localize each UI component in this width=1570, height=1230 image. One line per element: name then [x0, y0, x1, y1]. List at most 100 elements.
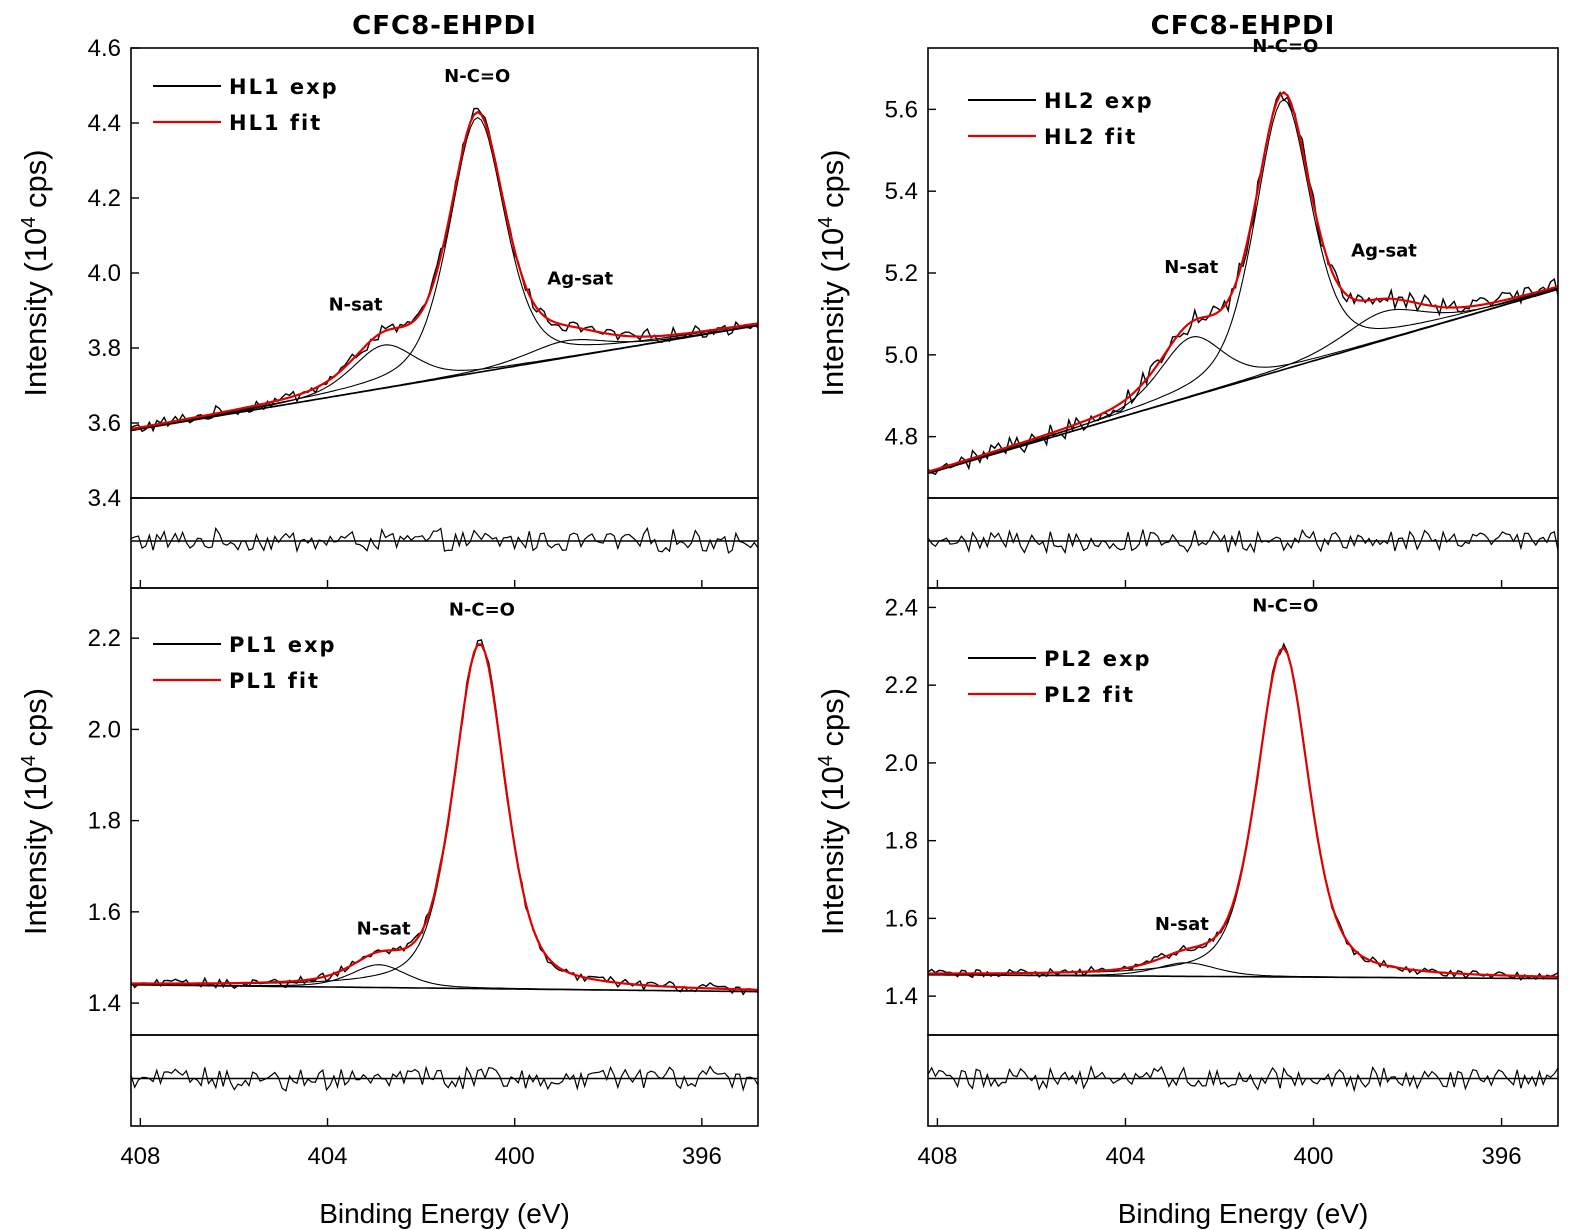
legend-label-exp: HL1 exp: [229, 75, 339, 99]
legend-label-fit: HL1 fit: [229, 111, 322, 135]
y-tick-label: 1.6: [88, 899, 121, 926]
y-tick-label: 1.6: [885, 905, 918, 932]
y-axis-label-main: Intensity (10: [18, 228, 53, 397]
y-tick-label: 2.0: [88, 716, 121, 743]
y-tick-label: 3.6: [88, 410, 121, 437]
residual-frame: [927, 497, 1559, 589]
plot-area: [928, 91, 1558, 476]
x-axis-label: Binding Energy (eV): [319, 1198, 570, 1229]
component-n-c-o: [131, 644, 758, 991]
y-tick-label: 2.2: [885, 672, 918, 699]
x-tick-label: 404: [307, 1143, 347, 1170]
component-n-sat: [131, 324, 758, 431]
residual-frame: [130, 1034, 759, 1127]
annotation-ag-sat: Ag-sat: [1351, 241, 1417, 262]
y-axis-label: Intensity (104 cps): [18, 149, 53, 396]
residual-area: [131, 1065, 758, 1092]
x-tick-label: 396: [1482, 1143, 1522, 1170]
legend-label-fit: HL2 fit: [1044, 125, 1137, 149]
y-tick-label: 4.4: [88, 110, 121, 137]
panel-title: CFC8-EHPDI: [1151, 11, 1336, 41]
y-tick-label: 2.4: [885, 594, 918, 621]
legend-label-exp: PL2 exp: [1044, 647, 1152, 671]
plot-area: [928, 642, 1558, 982]
residual-series: [928, 528, 1558, 555]
residual-area: [131, 526, 758, 554]
annotation-n-sat: N-sat: [357, 919, 411, 940]
x-tick-label: 408: [120, 1143, 160, 1170]
component-ag-sat: [928, 287, 1558, 474]
residual-frame: [927, 1034, 1559, 1127]
residual-series: [928, 1064, 1558, 1093]
y-tick-label: 1.8: [88, 808, 121, 835]
annotation-n-c-o: N-C=O: [449, 599, 515, 620]
series-fit: [131, 643, 758, 991]
y-axis-label-tail: cps): [18, 688, 53, 755]
x-tick-label: 408: [917, 1143, 957, 1170]
plot-frame: [130, 47, 759, 499]
y-axis-label-main: Intensity (10: [18, 766, 53, 935]
legend-label-fit: PL2 fit: [1044, 683, 1135, 707]
plot-area: [131, 107, 758, 433]
y-tick-label: 2.2: [88, 625, 121, 652]
annotation-n-sat: N-sat: [1155, 914, 1209, 935]
x-tick-label: 400: [1293, 1143, 1333, 1170]
plot-area: [131, 639, 758, 996]
y-tick-label: 1.4: [885, 983, 918, 1010]
annotation-ag-sat: Ag-sat: [547, 268, 613, 289]
y-tick-label: 4.0: [88, 260, 121, 287]
y-axis-label-sup: 4: [18, 217, 40, 228]
series-fit: [928, 91, 1558, 473]
y-axis-label: Intensity (104 cps): [815, 149, 850, 396]
panel-hl2: CFC8-EHPDI 4.8 5.0 5.2 5.4 5.6 Intensity (104 …: [815, 11, 1559, 589]
annotation-n-c-o: N-C=O: [1252, 36, 1318, 57]
y-tick-label: 4.2: [88, 185, 121, 212]
y-tick-label: 3.8: [88, 335, 121, 362]
annotation-n-c-o: N-C=O: [1252, 595, 1318, 616]
component-n-sat: [928, 288, 1558, 474]
legend-label-fit: PL1 fit: [229, 669, 320, 693]
residual-area: [928, 1064, 1558, 1093]
residual-area: [928, 528, 1558, 555]
series-fit: [131, 110, 758, 431]
plot-frame: [130, 587, 759, 1036]
series-fit: [928, 646, 1558, 978]
panel-title: CFC8-EHPDI: [352, 11, 537, 41]
residual-series: [131, 526, 758, 554]
y-tick-label: 1.4: [88, 990, 121, 1017]
y-axis-label-main: Intensity (10: [815, 228, 850, 397]
annotation-n-sat: N-sat: [1164, 257, 1218, 278]
component-n-sat: [131, 964, 758, 993]
panel-pl2: 1.4 1.6 1.8 2.0 2.2 2.4 408 404 400 396 Intensity …: [815, 587, 1559, 1229]
component-n-c-o: [928, 647, 1558, 978]
y-axis-label: Intensity (104 cps): [815, 688, 850, 935]
legend-label-exp: PL1 exp: [229, 633, 337, 657]
annotation-n-c-o: N-C=O: [444, 66, 510, 87]
panel-pl1: 1.4 1.6 1.8 2.0 2.2 408 404 400 396 Intensity (10…: [18, 587, 759, 1229]
y-tick-label: 2.0: [885, 750, 918, 777]
x-tick-label: 404: [1105, 1143, 1145, 1170]
plot-frame: [927, 47, 1559, 499]
y-tick-label: 5.4: [885, 178, 918, 205]
residual-series: [131, 1065, 758, 1092]
series-exp: [131, 639, 758, 996]
component-n-sat: [928, 962, 1558, 980]
y-tick-label: 3.4: [88, 485, 121, 512]
legend-label-exp: HL2 exp: [1044, 89, 1154, 113]
y-axis-label: Intensity (104 cps): [18, 688, 53, 935]
y-axis-label-sup: 4: [815, 217, 837, 228]
y-axis-label-tail: cps): [18, 149, 53, 216]
y-tick-label: 5.6: [885, 96, 918, 123]
annotation-n-sat: N-sat: [329, 295, 383, 316]
x-tick-label: 396: [682, 1143, 722, 1170]
y-tick-label: 5.2: [885, 260, 918, 287]
residual-frame: [130, 497, 759, 589]
y-tick-label: 4.6: [88, 35, 121, 62]
plot-frame: [927, 587, 1559, 1036]
series-exp: [131, 107, 758, 433]
y-axis-label-sup: 4: [18, 755, 40, 766]
panel-hl1: CFC8-EHPDI 3.4 3.6 3.8 4.0 4.2 4.4 4.6 Intensity…: [18, 11, 759, 589]
y-axis-label-sup: 4: [815, 755, 837, 766]
y-axis-label-tail: cps): [815, 688, 850, 755]
